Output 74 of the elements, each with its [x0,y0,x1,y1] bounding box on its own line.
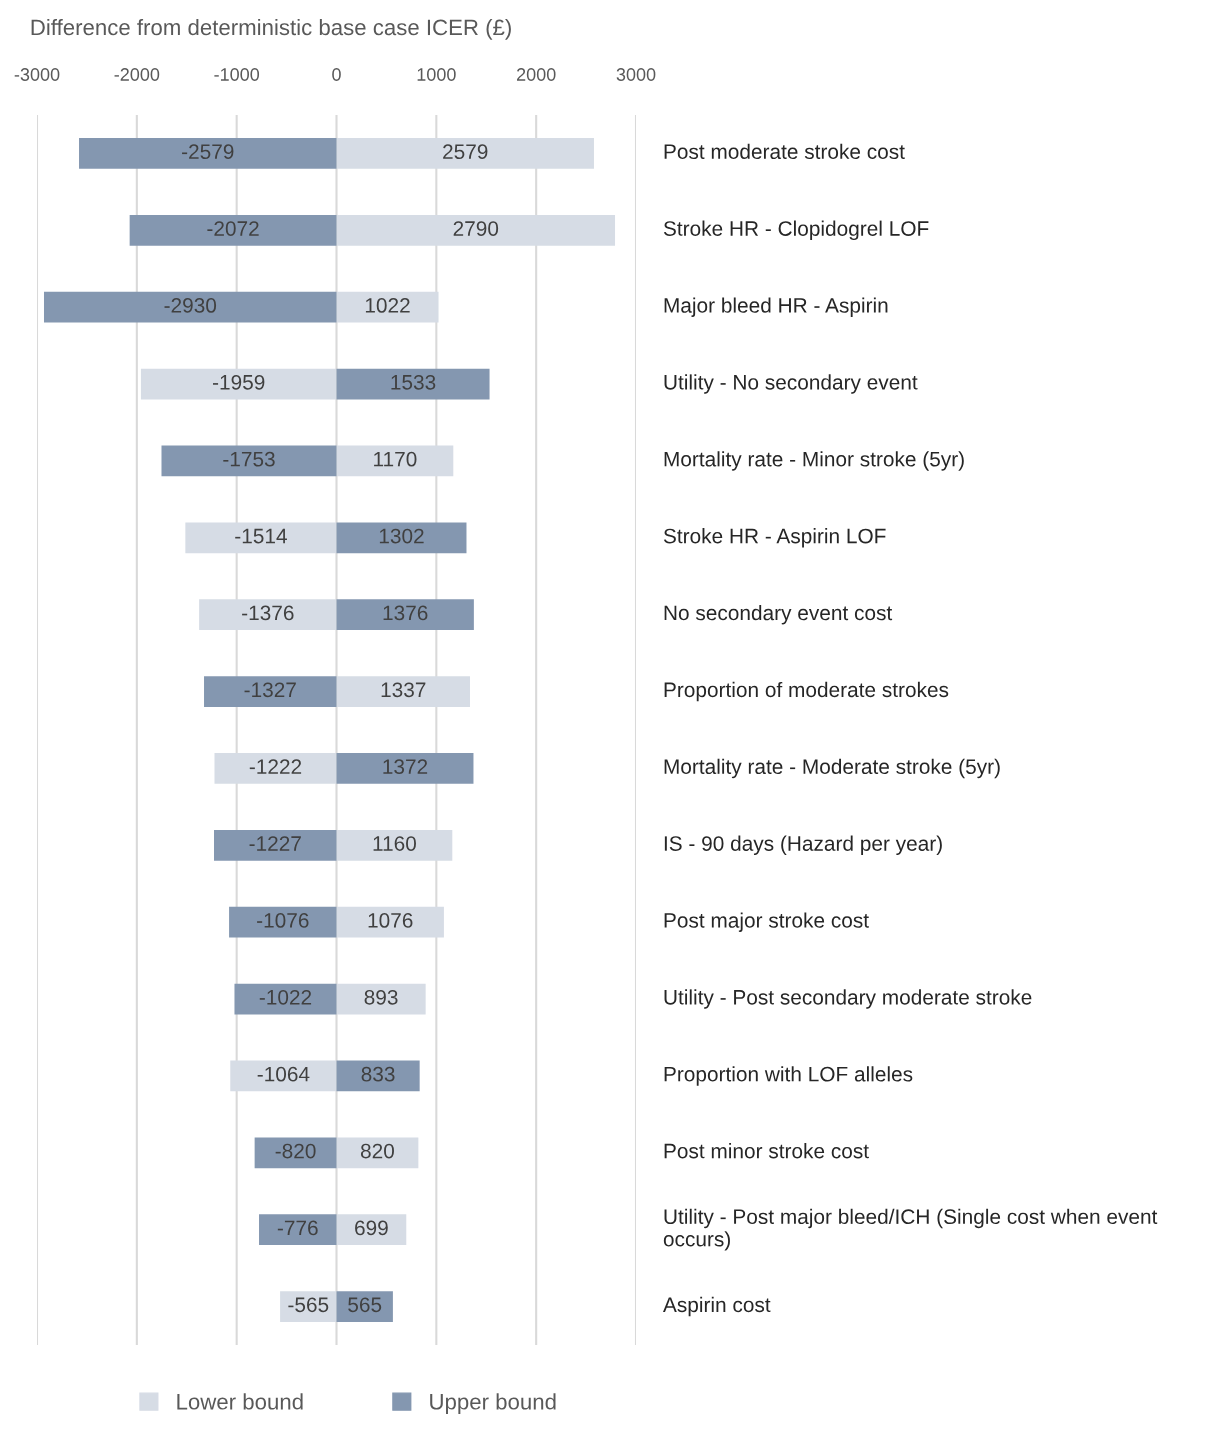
bar [336,368,490,400]
x-tick-label: 3000 [616,68,656,81]
y-tick-label: Proportion with LOF alleles [664,1066,913,1086]
data-label: 1160 [373,836,416,851]
bar [336,1060,420,1092]
data-label: -1064 [257,1066,310,1082]
bar [254,1137,337,1169]
data-label: 893 [364,989,398,1005]
data-label: 1302 [379,528,424,544]
x-tick-label: -2000 [114,68,160,81]
data-label: 1170 [374,451,417,467]
y-tick-label: Mortality rate - Moderate stroke (5yr) [664,758,1000,779]
data-label: 1337 [381,682,426,698]
bar [336,599,474,631]
bar [336,522,467,554]
y-tick-label: Proportion of moderate strokes [664,681,949,702]
data-label: 2579 [443,144,488,160]
x-tick-label: -3000 [14,68,60,81]
data-label: -2930 [164,298,217,313]
data-label: 1372 [383,759,428,775]
bar [79,138,337,169]
data-label: 1076 [368,913,413,928]
data-label: -776 [277,1220,318,1236]
data-label: -2579 [182,144,234,160]
data-label: -1076 [257,913,309,928]
data-label: 565 [348,1297,382,1313]
y-tick-label: Utility - Post secondary moderate stroke [664,989,1032,1009]
bar [161,445,337,477]
bar [129,214,337,246]
legend-label: Upper bound [430,1393,556,1414]
bar [336,753,474,784]
data-label: -2072 [207,221,259,236]
data-label: -1753 [223,451,275,467]
y-tick-label: Stroke HR - Aspirin LOF [663,528,886,548]
data-label: -1376 [242,605,294,621]
bar [229,906,337,938]
data-label: 1022 [365,298,410,313]
y-tick-label: Post minor stroke cost [664,1143,869,1159]
y-tick-label: Utility - No secondary event [664,374,918,394]
data-label: 2790 [453,221,499,236]
bar [259,1214,337,1246]
x-axis-title: Difference from deterministic base case ICER (£) [31,18,511,40]
data-label: -1959 [213,374,265,390]
data-label: -1227 [249,836,301,851]
bar [214,829,337,861]
y-tick-label: Utility - Post major bleed/ICH (Single cost when event occurs) [663,1208,1158,1251]
y-tick-label: Aspirin cost [663,1296,771,1317]
data-label: -1222 [249,759,302,774]
x-tick-label: 1000 [417,68,456,81]
data-label: 1376 [383,605,428,621]
legend-label: Lower bound [177,1393,303,1410]
data-label: 833 [361,1066,395,1082]
data-label: 699 [355,1220,388,1236]
y-tick-label: IS - 90 days (Hazard per year) [664,835,942,856]
data-label: -1327 [244,682,296,698]
data-label: -1022 [259,989,312,1005]
data-label: -820 [275,1143,316,1159]
data-label: -1514 [235,528,287,544]
bar [204,676,337,707]
data-label: 1533 [391,374,436,390]
y-tick-label: No secondary event cost [664,604,893,625]
y-tick-label: Stroke HR - Clopidogrel LOF [663,220,929,241]
bar [336,1291,393,1322]
bar [234,983,337,1015]
data-label: 820 [360,1143,394,1159]
x-tick-label: 0 [332,68,341,81]
y-tick-label: Mortality rate - Minor stroke (5yr) [664,451,964,471]
x-tick-label: -1000 [214,68,260,81]
y-tick-label: Post moderate stroke cost [664,143,905,160]
y-tick-label: Major bleed HR - Aspirin [664,297,888,317]
y-tick-label: Post major stroke cost [664,912,869,932]
bar [43,291,337,323]
data-label: -565 [288,1297,329,1313]
x-tick-label: 2000 [516,68,556,81]
